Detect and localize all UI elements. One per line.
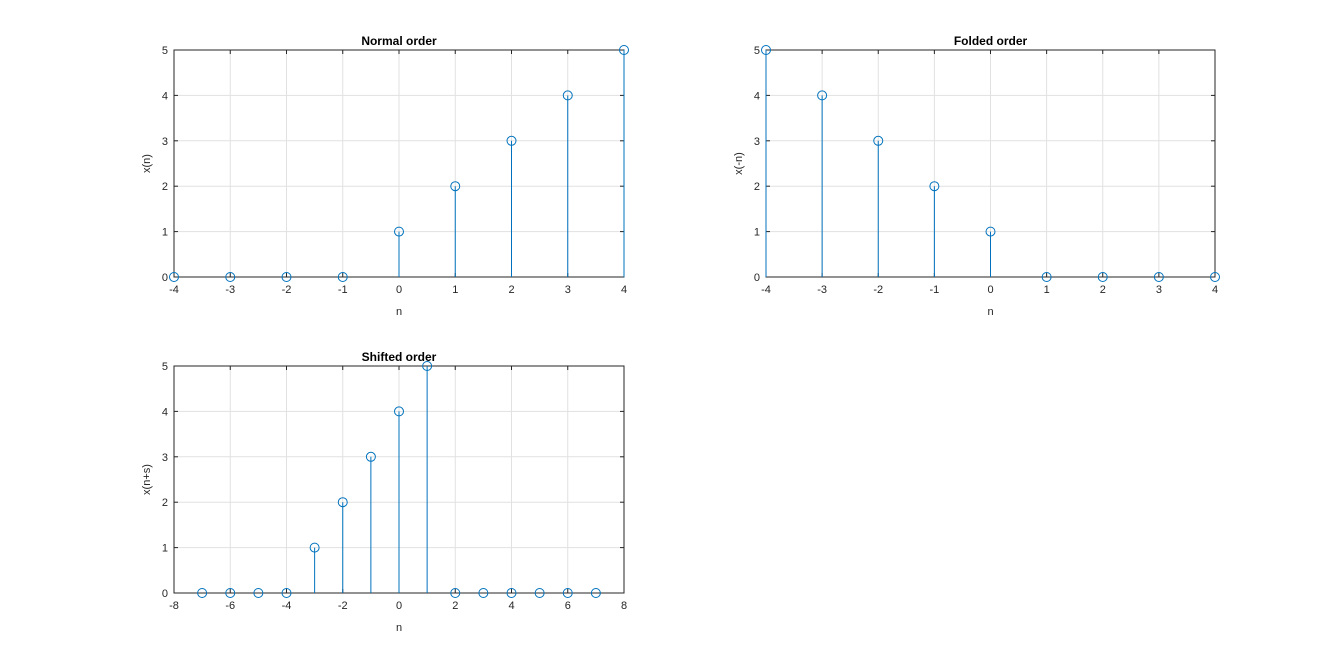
y-tick-label: 2 xyxy=(162,181,168,193)
stem-marker xyxy=(562,90,573,101)
stem-marker xyxy=(562,588,573,598)
y-tick-label: 4 xyxy=(162,406,168,418)
x-tick-label: 1 xyxy=(1044,284,1050,296)
stem-marker xyxy=(225,272,236,282)
x-axis-label: n xyxy=(396,306,402,318)
stem-marker xyxy=(506,588,517,598)
stem-marker xyxy=(1153,272,1164,282)
y-axis-label: x(n+s) xyxy=(141,464,153,495)
x-tick-label: 2 xyxy=(508,284,514,296)
y-tick-label: 4 xyxy=(162,90,168,102)
x-axis-label: n xyxy=(987,306,993,318)
stem-marker xyxy=(309,542,320,553)
x-tick-label: -1 xyxy=(338,284,348,296)
subplot-2: -4 -3 -2 -1 0 1 2 3 4 0 1 2 3 4 5 Folded order n x(-n) xyxy=(733,34,1220,318)
x-tick-label: -2 xyxy=(873,284,883,296)
y-tick-label: 5 xyxy=(162,361,168,373)
stem-marker xyxy=(761,45,771,55)
y-tick-label: 5 xyxy=(162,45,168,57)
x-tick-label: -2 xyxy=(338,600,348,612)
x-tick-label: -4 xyxy=(282,600,292,612)
stem-marker xyxy=(450,588,461,598)
x-tick-label: 6 xyxy=(565,600,571,612)
x-tick-label: 4 xyxy=(1212,284,1218,296)
stem-marker xyxy=(281,272,292,282)
x-tick-label: 3 xyxy=(565,284,571,296)
y-tick-label: 3 xyxy=(754,136,760,148)
stem-marker xyxy=(197,588,208,598)
stem-marker xyxy=(873,135,884,146)
y-tick-label: 2 xyxy=(162,497,168,509)
x-tick-label: -2 xyxy=(282,284,292,296)
stem-marker xyxy=(929,181,940,192)
stem-marker xyxy=(817,90,828,101)
stem-marker xyxy=(506,135,517,146)
subplot-1: -4 -3 -2 -1 0 1 2 3 4 0 1 2 3 4 5 Normal order n x(n) xyxy=(141,34,629,318)
y-tick-label: 0 xyxy=(162,272,168,284)
stem-marker xyxy=(281,588,292,598)
x-tick-label: -8 xyxy=(169,600,179,612)
y-tick-label: 4 xyxy=(754,90,760,102)
stem-marker xyxy=(169,272,179,282)
stem-marker xyxy=(534,588,545,598)
stem-marker xyxy=(1041,272,1052,282)
chart-title: Shifted order xyxy=(362,350,437,364)
y-axis-label: x(-n) xyxy=(733,152,745,175)
y-tick-label: 3 xyxy=(162,136,168,148)
stem-marker xyxy=(1097,272,1108,282)
subplot-3: -8 -6 -4 -2 0 2 4 6 8 0 1 2 3 4 5 Shifted order n x(n+s) xyxy=(141,350,627,634)
x-tick-label: 0 xyxy=(396,600,402,612)
x-tick-label: 2 xyxy=(452,600,458,612)
x-tick-label: 0 xyxy=(396,284,402,296)
y-tick-label: 1 xyxy=(754,227,760,239)
x-tick-label: 8 xyxy=(621,600,627,612)
y-axis-label: x(n) xyxy=(141,154,153,173)
x-tick-label: -1 xyxy=(929,284,939,296)
stem-marker xyxy=(450,181,461,192)
x-axis-label: n xyxy=(396,622,402,634)
y-tick-label: 1 xyxy=(162,543,168,555)
x-tick-label: -6 xyxy=(225,600,235,612)
stem-marker xyxy=(590,588,601,598)
stem-marker xyxy=(225,588,236,598)
stem-marker xyxy=(985,226,996,237)
x-tick-label: 4 xyxy=(508,600,514,612)
stem-marker xyxy=(365,451,376,462)
x-tick-label: -4 xyxy=(169,284,179,296)
x-tick-label: -3 xyxy=(225,284,235,296)
y-tick-label: 0 xyxy=(162,588,168,600)
stem-marker xyxy=(394,226,404,237)
x-tick-label: -3 xyxy=(817,284,827,296)
y-tick-label: 2 xyxy=(754,181,760,193)
y-tick-label: 3 xyxy=(162,452,168,464)
y-tick-label: 0 xyxy=(754,272,760,284)
y-tick-label: 1 xyxy=(162,227,168,239)
stem-marker xyxy=(422,361,433,371)
stem-marker xyxy=(394,406,404,417)
stem-marker xyxy=(253,588,264,598)
chart-title: Normal order xyxy=(361,34,437,48)
x-tick-label: 3 xyxy=(1156,284,1162,296)
x-tick-label: 1 xyxy=(452,284,458,296)
x-tick-label: -4 xyxy=(761,284,771,296)
chart-title: Folded order xyxy=(954,34,1028,48)
x-tick-label: 2 xyxy=(1100,284,1106,296)
stem-marker xyxy=(337,497,348,508)
stem-marker xyxy=(1210,272,1220,282)
y-tick-label: 5 xyxy=(754,45,760,57)
stem-marker xyxy=(478,588,489,598)
stem-marker xyxy=(619,45,629,55)
x-tick-label: 0 xyxy=(987,284,993,296)
x-tick-label: 4 xyxy=(621,284,627,296)
stem-marker xyxy=(337,272,348,282)
